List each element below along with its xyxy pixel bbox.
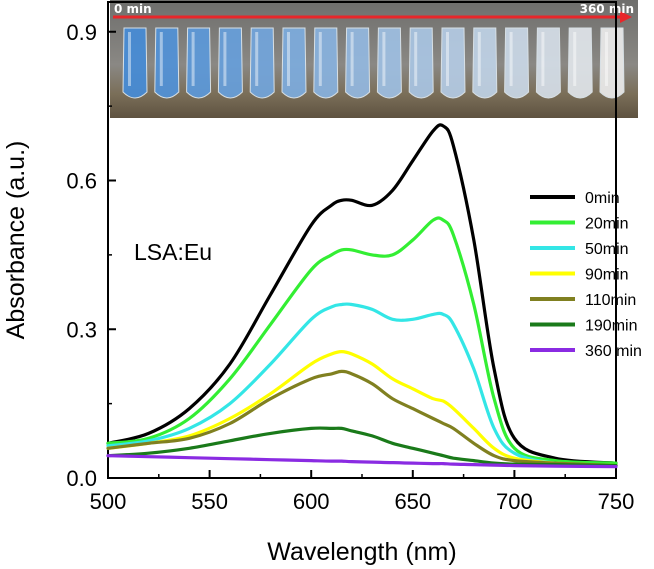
vial (345, 27, 371, 99)
y-tick-label: 0.6 (66, 169, 97, 194)
y-tick-label: 0.3 (66, 317, 97, 342)
vial-photo-inset: 0 min 360 min (110, 0, 638, 118)
series-line-0min (106, 123, 618, 465)
vial (122, 27, 148, 99)
series-line-50min (106, 302, 618, 468)
tick-labels: 500 550 600 650 700 750 0.0 0.3 0.6 0.9 (66, 20, 634, 514)
series-lines (106, 123, 618, 469)
legend-label: 0min (585, 190, 620, 207)
legend-item: 360 min (530, 343, 642, 360)
vial (472, 27, 498, 99)
vial (249, 27, 275, 99)
legend-item: 20min (530, 216, 629, 233)
legend-item: 110min (530, 292, 636, 309)
legend-label: 360 min (585, 343, 642, 360)
series-line-360min (106, 454, 618, 469)
vial (186, 27, 212, 99)
x-tick-label: 600 (293, 489, 330, 514)
x-tick-label: 500 (90, 489, 127, 514)
legend-item: 90min (530, 267, 629, 284)
series-line-90min (106, 350, 618, 468)
legend-item: 0min (530, 190, 620, 207)
series-line-20min (106, 216, 618, 465)
legend-label: 90min (585, 267, 629, 284)
time-start-label: 0 min (114, 2, 152, 16)
vial (567, 27, 593, 99)
sample-annotation: LSA:Eu (134, 239, 212, 265)
vial (376, 27, 402, 99)
x-axis-title: Wavelength (nm) (267, 538, 456, 566)
vial (440, 27, 466, 99)
vial (313, 27, 339, 99)
legend-label: 190min (585, 318, 637, 335)
x-tick-label: 550 (191, 489, 228, 514)
x-tick-label: 650 (394, 489, 431, 514)
legend-label: 20min (585, 216, 629, 233)
x-tick-label: 700 (496, 489, 533, 514)
time-arrow-head (620, 11, 632, 23)
vial (535, 27, 561, 99)
legend-item: 50min (530, 241, 629, 258)
legend-label: 110min (585, 292, 636, 309)
x-tick-label: 750 (598, 489, 635, 514)
y-tick-label: 0.9 (66, 20, 97, 45)
vial-row (122, 27, 625, 99)
legend-label: 50min (585, 241, 629, 258)
y-tick-label: 0.0 (66, 466, 97, 491)
series-line-110min (106, 369, 618, 468)
time-end-label: 360 min (580, 2, 634, 16)
legend-item: 190min (530, 318, 637, 335)
y-axis-title: Absorbance (a.u.) (2, 141, 30, 340)
vial (154, 27, 180, 99)
vial (599, 27, 625, 99)
vial (217, 27, 243, 99)
series-line-190min (106, 426, 618, 468)
vial (504, 27, 530, 99)
legend: 0min 20min 50min 90min 110min 190min 360 min (530, 190, 642, 360)
axis-ticks (107, 30, 617, 479)
vial (281, 27, 307, 99)
vial (408, 27, 434, 99)
